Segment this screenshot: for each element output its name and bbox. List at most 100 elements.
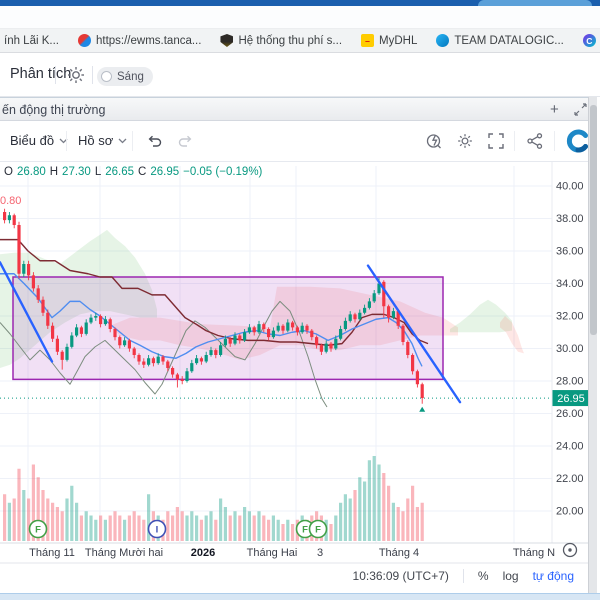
volume-bar (94, 519, 98, 541)
volume-bar (103, 519, 107, 541)
redo-icon[interactable] (176, 132, 194, 150)
candle-body (223, 338, 227, 346)
candle-body (415, 371, 419, 385)
broker-logo[interactable] (565, 128, 591, 154)
bookmarks-bar: ính Lãi K... https://ewms.tanca... Hệ th… (0, 29, 600, 53)
chart-menu-button[interactable]: Biểu đồ (10, 133, 68, 148)
candle-body (127, 340, 131, 349)
volume-bar (334, 515, 338, 541)
page-scrollbar[interactable] (588, 97, 597, 593)
chart-settings-gear-icon[interactable] (456, 132, 474, 150)
candle-body (75, 327, 79, 336)
volume-bar (46, 498, 50, 541)
candle-body (382, 281, 386, 307)
share-icon[interactable] (526, 132, 544, 150)
time-axis-label: Tháng 11 (29, 547, 75, 559)
auto-scale-button[interactable]: tự động (532, 569, 574, 583)
candle-body (132, 348, 136, 355)
bookmark-item[interactable]: https://ewms.tanca... (77, 34, 201, 47)
candle-body (401, 325, 405, 342)
bookmark-item[interactable]: – MyDHL (361, 34, 417, 47)
settings-gear-icon[interactable] (66, 65, 86, 85)
undo-icon[interactable] (146, 132, 164, 150)
candle-body (46, 312, 50, 326)
divider (554, 131, 555, 151)
price-tick-label: 40.00 (556, 181, 584, 193)
price-tick-label: 24.00 (556, 441, 584, 453)
current-price-badge (552, 390, 590, 407)
candle-body (12, 215, 16, 225)
ohlc-legend[interactable]: O 26.80 H 27.30 L 26.65 C 26.95 −0.05 (−0.19… (4, 166, 262, 178)
bookmark-item[interactable]: ính Lãi K... (4, 35, 59, 47)
candle-body (161, 356, 165, 362)
volume-bar (267, 519, 271, 541)
candle-body (406, 342, 410, 355)
replay-clock-icon[interactable] (425, 132, 443, 150)
volume-bar (228, 515, 232, 541)
panel-add-button[interactable]: + (550, 101, 559, 118)
volume-bar (353, 490, 357, 541)
panel-header[interactable]: ến động thị trường + (0, 97, 588, 121)
volume-bar (209, 511, 213, 541)
percent-scale-button[interactable]: % (477, 569, 489, 583)
candle-body (420, 384, 424, 399)
candle-body (286, 322, 290, 331)
profile-menu-button[interactable]: Hồ sơ (78, 133, 127, 148)
candle-body (281, 325, 285, 331)
time-axis-label: 2026 (191, 547, 215, 559)
candle-body (151, 358, 155, 364)
volume-bar (12, 498, 16, 541)
scroll-to-now-dot (568, 548, 572, 552)
browser-tab-strip[interactable] (0, 0, 600, 6)
volume-bar (147, 494, 151, 541)
time-axis-label: 3 (317, 547, 323, 559)
trend-line (0, 261, 54, 363)
candle-body (319, 345, 323, 352)
volume-bar (84, 511, 88, 541)
open-label: O (4, 166, 13, 178)
bookmark-item[interactable]: C Trang chủ - Canva (582, 34, 600, 47)
candle-body (84, 322, 88, 334)
theme-toggle[interactable]: Sáng (97, 67, 153, 86)
volume-bar (343, 494, 347, 541)
high-label: H (49, 166, 59, 178)
candle-body (247, 327, 251, 333)
volume-bar (243, 507, 247, 541)
price-tick-label: 22.00 (556, 473, 584, 485)
ichimoku-cloud (0, 229, 157, 368)
candle-body (219, 345, 223, 355)
volume-bar (281, 524, 285, 541)
volume-bar (70, 485, 74, 541)
candle-body (99, 316, 103, 325)
candle-body (3, 212, 7, 221)
dhl-favicon-icon: – (361, 34, 375, 47)
candle-body (358, 312, 362, 320)
theme-toggle-label: Sáng (117, 70, 144, 83)
fullscreen-icon[interactable] (487, 132, 505, 150)
active-tab[interactable] (478, 0, 592, 6)
scrollbar-thumb[interactable] (590, 105, 597, 335)
candle-body (233, 335, 237, 344)
close-value: 26.95 (150, 166, 180, 178)
candle-body (396, 311, 400, 326)
bookmark-item[interactable]: Hệ thống thu phí s... (220, 34, 342, 47)
divider (92, 66, 93, 84)
volume-bar (411, 485, 415, 541)
address-bar-row[interactable] (0, 6, 600, 29)
candle-body (271, 330, 275, 338)
candle-body (291, 322, 295, 328)
candle-body (243, 332, 247, 341)
panel-restore-icon[interactable] (574, 103, 587, 116)
open-value: 26.80 (16, 166, 46, 178)
chevron-down-icon (59, 138, 68, 143)
event-marker-label: F (35, 525, 41, 536)
candle-body (51, 325, 55, 339)
ichimoku-cloud (500, 316, 524, 354)
volume-bar (137, 515, 141, 541)
candle-body (334, 338, 338, 349)
chart-toolbar: Biểu đồ Hồ sơ (0, 121, 588, 162)
time-axis-label: Tháng N (513, 547, 555, 559)
log-scale-button[interactable]: log (502, 569, 519, 583)
bookmark-item[interactable]: TEAM DATALOGIC... (436, 34, 564, 47)
